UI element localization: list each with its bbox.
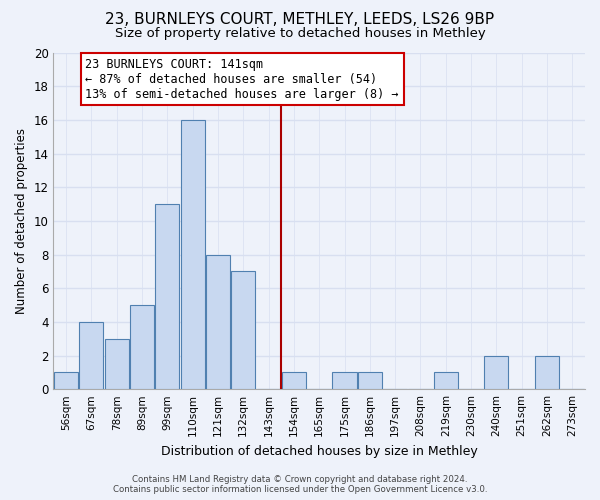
Bar: [181, 120, 205, 389]
Bar: [206, 254, 230, 389]
Bar: [332, 372, 356, 389]
Y-axis label: Number of detached properties: Number of detached properties: [15, 128, 28, 314]
Bar: [104, 338, 129, 389]
Text: 23, BURNLEYS COURT, METHLEY, LEEDS, LS26 9BP: 23, BURNLEYS COURT, METHLEY, LEEDS, LS26…: [106, 12, 494, 28]
Text: 23 BURNLEYS COURT: 141sqm
← 87% of detached houses are smaller (54)
13% of semi-: 23 BURNLEYS COURT: 141sqm ← 87% of detac…: [85, 58, 399, 100]
Bar: [155, 204, 179, 389]
Bar: [79, 322, 103, 389]
Bar: [54, 372, 78, 389]
Bar: [484, 356, 508, 389]
Bar: [535, 356, 559, 389]
Bar: [130, 305, 154, 389]
Text: Contains HM Land Registry data © Crown copyright and database right 2024.
Contai: Contains HM Land Registry data © Crown c…: [113, 474, 487, 494]
Bar: [231, 272, 255, 389]
X-axis label: Distribution of detached houses by size in Methley: Distribution of detached houses by size …: [161, 444, 478, 458]
Bar: [434, 372, 458, 389]
Bar: [358, 372, 382, 389]
Text: Size of property relative to detached houses in Methley: Size of property relative to detached ho…: [115, 28, 485, 40]
Bar: [282, 372, 306, 389]
